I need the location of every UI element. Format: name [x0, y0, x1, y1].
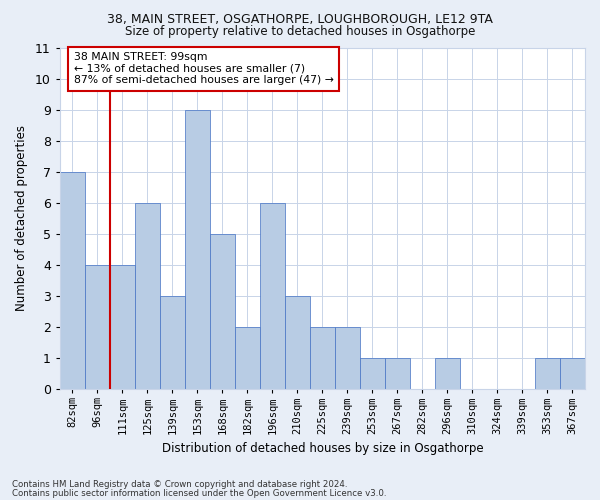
- Bar: [135, 203, 160, 389]
- Bar: [285, 296, 310, 389]
- Bar: [160, 296, 185, 389]
- X-axis label: Distribution of detached houses by size in Osgathorpe: Distribution of detached houses by size …: [161, 442, 483, 455]
- Text: Contains public sector information licensed under the Open Government Licence v3: Contains public sector information licen…: [12, 490, 386, 498]
- Text: 38, MAIN STREET, OSGATHORPE, LOUGHBOROUGH, LE12 9TA: 38, MAIN STREET, OSGATHORPE, LOUGHBOROUG…: [107, 12, 493, 26]
- Text: Size of property relative to detached houses in Osgathorpe: Size of property relative to detached ho…: [125, 25, 475, 38]
- Bar: [560, 358, 585, 389]
- Bar: [535, 358, 560, 389]
- Bar: [60, 172, 85, 389]
- Text: 38 MAIN STREET: 99sqm
← 13% of detached houses are smaller (7)
87% of semi-detac: 38 MAIN STREET: 99sqm ← 13% of detached …: [74, 52, 334, 86]
- Bar: [185, 110, 210, 389]
- Bar: [85, 265, 110, 389]
- Bar: [260, 203, 285, 389]
- Text: Contains HM Land Registry data © Crown copyright and database right 2024.: Contains HM Land Registry data © Crown c…: [12, 480, 347, 489]
- Bar: [235, 327, 260, 389]
- Bar: [110, 265, 135, 389]
- Bar: [435, 358, 460, 389]
- Bar: [310, 327, 335, 389]
- Bar: [335, 327, 360, 389]
- Bar: [385, 358, 410, 389]
- Y-axis label: Number of detached properties: Number of detached properties: [15, 126, 28, 312]
- Bar: [210, 234, 235, 389]
- Bar: [360, 358, 385, 389]
